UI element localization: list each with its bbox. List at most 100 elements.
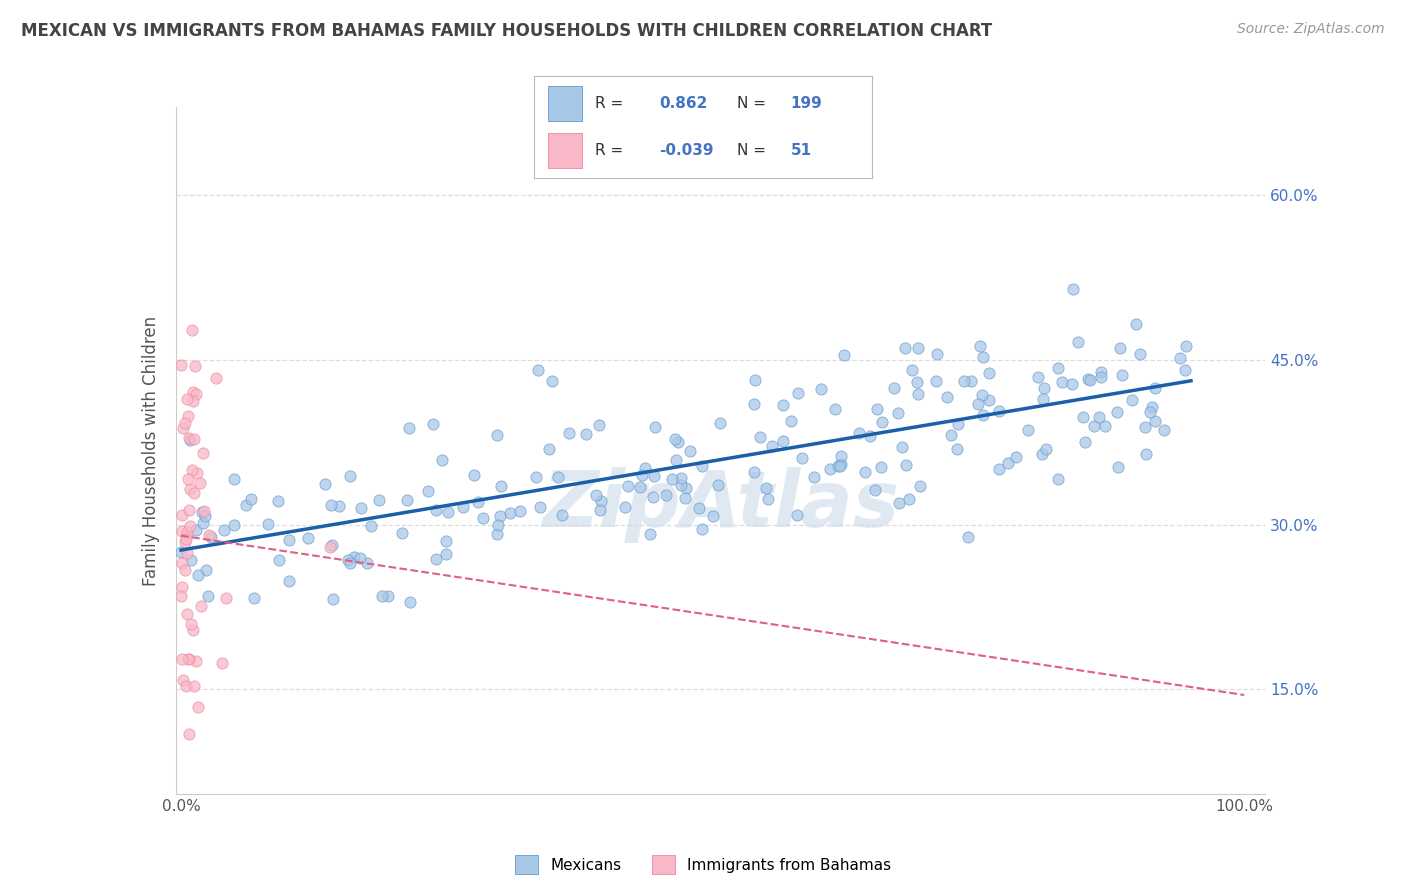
Point [222,518,245,533]
Point [339,556,361,570]
Point [1139,405,1161,419]
Point [744,465,766,479]
Point [343,549,366,564]
Point [828,458,851,473]
Point [395,493,418,508]
Point [898,491,921,506]
Point [1135,447,1157,461]
Legend: Mexicans, Immigrants from Bahamas: Mexicans, Immigrants from Bahamas [509,849,897,880]
Point [616,479,638,493]
Point [176,392,198,407]
Point [485,427,508,442]
Point [709,417,731,431]
Point [1035,442,1057,456]
Point [399,594,422,608]
Point [970,388,993,402]
Point [744,373,766,387]
Point [643,491,665,505]
Text: -0.039: -0.039 [659,144,714,158]
Point [191,516,214,531]
Point [946,442,969,456]
Point [463,467,485,482]
Point [972,350,994,364]
Point [827,458,849,473]
Point [211,656,233,670]
Point [499,506,522,520]
Point [939,428,962,442]
Point [350,501,373,516]
Point [866,401,889,416]
Point [1125,318,1147,332]
Point [170,556,193,570]
Point [321,498,343,512]
Point [1094,418,1116,433]
Point [1067,334,1090,349]
Point [191,505,214,519]
Point [818,461,841,475]
Point [997,456,1019,470]
Point [184,654,207,668]
Point [557,425,579,440]
Point [198,528,221,542]
Point [176,607,198,621]
Point [356,556,378,570]
Point [269,553,291,567]
Point [391,525,413,540]
Point [322,591,344,606]
Text: N =: N = [737,144,766,158]
Text: MEXICAN VS IMMIGRANTS FROM BAHAMAS FAMILY HOUSEHOLDS WITH CHILDREN CORRELATION C: MEXICAN VS IMMIGRANTS FROM BAHAMAS FAMIL… [21,22,993,40]
Point [1105,405,1128,419]
Point [772,434,794,448]
Point [1144,414,1167,428]
Point [865,483,887,498]
Point [883,381,905,395]
Point [177,727,200,741]
Point [172,673,194,688]
Point [1004,450,1026,464]
Point [183,433,205,447]
Point [339,469,361,483]
Point [195,563,218,577]
Point [848,425,870,440]
Point [184,359,207,373]
Point [183,680,205,694]
Point [758,492,780,507]
Point [1121,392,1143,407]
Point [749,430,772,444]
Point [538,442,561,456]
Point [1090,370,1112,384]
Point [222,472,245,486]
Point [742,397,765,411]
Point [509,504,531,518]
Point [972,408,994,422]
Point [832,348,855,362]
Point [669,471,692,485]
Point [425,503,447,517]
Point [486,526,509,541]
Point [987,462,1010,476]
Point [640,527,662,541]
Point [1032,392,1054,407]
Point [489,479,512,493]
Point [170,359,193,373]
Point [177,503,200,517]
Point [755,481,778,495]
Point [614,500,637,514]
Point [181,385,204,400]
Point [179,519,201,533]
Point [188,476,211,491]
Point [575,426,598,441]
Point [1046,360,1069,375]
Point [824,401,846,416]
Point [314,477,336,491]
Point [319,540,342,554]
Point [1153,423,1175,437]
Point [644,420,666,434]
Point [257,517,280,532]
Point [180,616,202,631]
Point [901,362,924,376]
Point [541,374,564,388]
Point [1090,365,1112,379]
Point [451,500,474,514]
Point [1107,459,1129,474]
